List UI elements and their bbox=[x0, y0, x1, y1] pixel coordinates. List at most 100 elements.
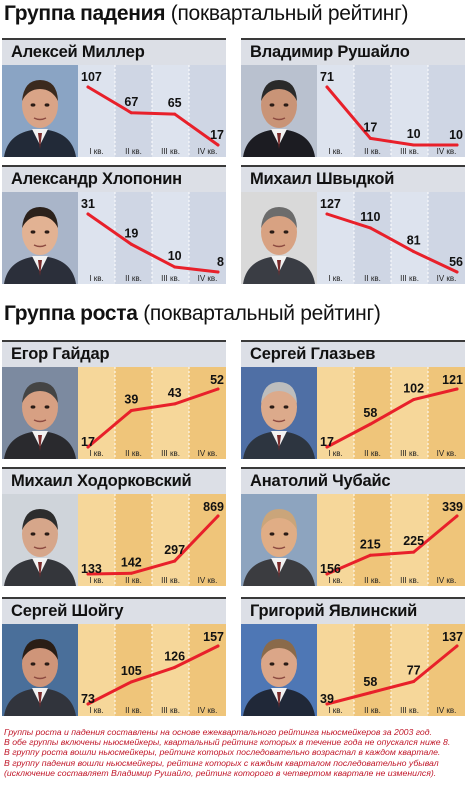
line-chart: I кв. II кв. III кв. IV кв. 31 19 10 8 bbox=[78, 192, 226, 284]
data-point bbox=[173, 559, 177, 563]
data-point bbox=[325, 212, 329, 216]
section-subtitle: (поквартальный рейтинг) bbox=[170, 2, 409, 25]
data-label: 52 bbox=[210, 373, 224, 387]
x-tick-label: II кв. bbox=[125, 576, 142, 585]
section-title-fall: Группа падения (поквартальный рейтинг) bbox=[4, 2, 408, 26]
portrait-photo bbox=[2, 494, 78, 586]
data-point bbox=[412, 250, 416, 254]
data-point bbox=[325, 445, 329, 449]
data-label: 156 bbox=[320, 562, 341, 576]
data-label: 215 bbox=[360, 537, 381, 551]
chart-card: Егор Гайдар I кв. II кв. III кв. IV кв. 17 39 4… bbox=[2, 340, 226, 459]
x-tick-label: I кв. bbox=[89, 706, 103, 715]
chart-title: Владимир Рушайло bbox=[241, 38, 465, 65]
data-label: 102 bbox=[403, 382, 424, 396]
x-tick-label: IV кв. bbox=[198, 706, 218, 715]
quarter-band bbox=[78, 192, 116, 284]
data-point bbox=[325, 702, 329, 706]
chart-title: Алексей Миллер bbox=[2, 38, 226, 65]
data-point bbox=[173, 665, 177, 669]
data-point bbox=[325, 85, 329, 89]
data-point bbox=[412, 143, 416, 147]
x-tick-label: I кв. bbox=[89, 576, 103, 585]
data-label: 339 bbox=[442, 500, 463, 514]
chart-card: Григорий Явлинский I кв. II кв. III кв. IV к… bbox=[241, 597, 465, 716]
data-point bbox=[368, 226, 372, 230]
x-tick-label: IV кв. bbox=[437, 449, 457, 458]
portrait-photo bbox=[241, 494, 317, 586]
x-tick-label: I кв. bbox=[328, 706, 342, 715]
data-point bbox=[173, 402, 177, 406]
section-subtitle: (поквартальный рейтинг) bbox=[143, 302, 381, 325]
quarter-band bbox=[391, 494, 429, 586]
data-label: 8 bbox=[217, 255, 224, 269]
chart-card: Михаил Ходорковский I кв. II кв. III кв. IV … bbox=[2, 467, 226, 586]
x-tick-label: III кв. bbox=[161, 576, 180, 585]
chart-title: Михаил Ходорковский bbox=[2, 467, 226, 494]
line-chart: I кв. II кв. III кв. IV кв. 39 58 77 137 bbox=[317, 624, 465, 716]
quarter-band bbox=[354, 65, 392, 157]
data-point bbox=[368, 691, 372, 695]
x-tick-label: III кв. bbox=[400, 576, 419, 585]
line-chart: I кв. II кв. III кв. IV кв. 107 67 65 17 bbox=[78, 65, 226, 157]
chart-title: Григорий Явлинский bbox=[241, 597, 465, 624]
quarter-band bbox=[391, 624, 429, 716]
data-label: 10 bbox=[168, 249, 182, 263]
chart-card: Анатолий Чубайс I кв. II кв. III кв. IV кв. 1… bbox=[241, 467, 465, 586]
x-tick-label: II кв. bbox=[364, 706, 381, 715]
data-point bbox=[129, 409, 133, 413]
quarter-band bbox=[189, 367, 226, 459]
x-tick-label: IV кв. bbox=[437, 274, 457, 283]
data-point bbox=[86, 702, 90, 706]
quarter-band bbox=[428, 192, 465, 284]
quarter-band bbox=[115, 624, 153, 716]
x-tick-label: III кв. bbox=[161, 147, 180, 156]
data-label: 142 bbox=[121, 555, 142, 569]
data-label: 39 bbox=[320, 692, 334, 706]
data-point bbox=[173, 112, 177, 116]
data-label: 19 bbox=[124, 226, 138, 240]
data-point bbox=[173, 265, 177, 269]
data-point bbox=[86, 85, 90, 89]
quarter-band bbox=[354, 367, 392, 459]
section-title-main: Группа падения bbox=[4, 2, 166, 25]
data-label: 126 bbox=[164, 649, 185, 663]
footnote: Группы роста и падения составлены на осн… bbox=[4, 727, 466, 778]
quarter-band bbox=[152, 367, 190, 459]
data-label: 17 bbox=[363, 120, 377, 134]
footnote-line: В группу падения вошли ньюсмейкеры, рейт… bbox=[4, 757, 439, 768]
quarter-band bbox=[391, 192, 429, 284]
x-tick-label: II кв. bbox=[364, 274, 381, 283]
data-label: 43 bbox=[168, 386, 182, 400]
series-line bbox=[325, 212, 459, 274]
data-point bbox=[412, 398, 416, 402]
portrait-photo bbox=[2, 624, 78, 716]
line-chart: I кв. II кв. III кв. IV кв. 17 58 102 121 bbox=[317, 367, 465, 459]
quarter-band bbox=[115, 65, 153, 157]
footnote-line: (исключение составляет Владимир Рушайло,… bbox=[4, 767, 437, 778]
quarter-band bbox=[189, 65, 226, 157]
section-title-grow: Группа роста (поквартальный рейтинг) bbox=[4, 302, 381, 326]
data-point bbox=[86, 445, 90, 449]
data-label: 17 bbox=[210, 128, 224, 142]
line-chart: I кв. II кв. III кв. IV кв. 73 105 126 157 bbox=[78, 624, 226, 716]
portrait-photo bbox=[2, 367, 78, 459]
quarter-band bbox=[115, 367, 153, 459]
data-point bbox=[368, 136, 372, 140]
data-point bbox=[455, 514, 459, 518]
data-label: 77 bbox=[407, 664, 421, 678]
quarter-band bbox=[354, 624, 392, 716]
data-label: 81 bbox=[407, 234, 421, 248]
data-point bbox=[216, 270, 220, 274]
data-label: 127 bbox=[320, 197, 341, 211]
data-label: 65 bbox=[168, 96, 182, 110]
x-tick-label: IV кв. bbox=[437, 706, 457, 715]
data-point bbox=[455, 143, 459, 147]
x-tick-label: III кв. bbox=[400, 706, 419, 715]
line-chart: I кв. II кв. III кв. IV кв. 71 17 10 10 bbox=[317, 65, 465, 157]
data-point bbox=[455, 644, 459, 648]
x-tick-label: IV кв. bbox=[198, 576, 218, 585]
series-line bbox=[86, 644, 220, 706]
quarter-band bbox=[78, 367, 116, 459]
series-line bbox=[86, 387, 220, 449]
